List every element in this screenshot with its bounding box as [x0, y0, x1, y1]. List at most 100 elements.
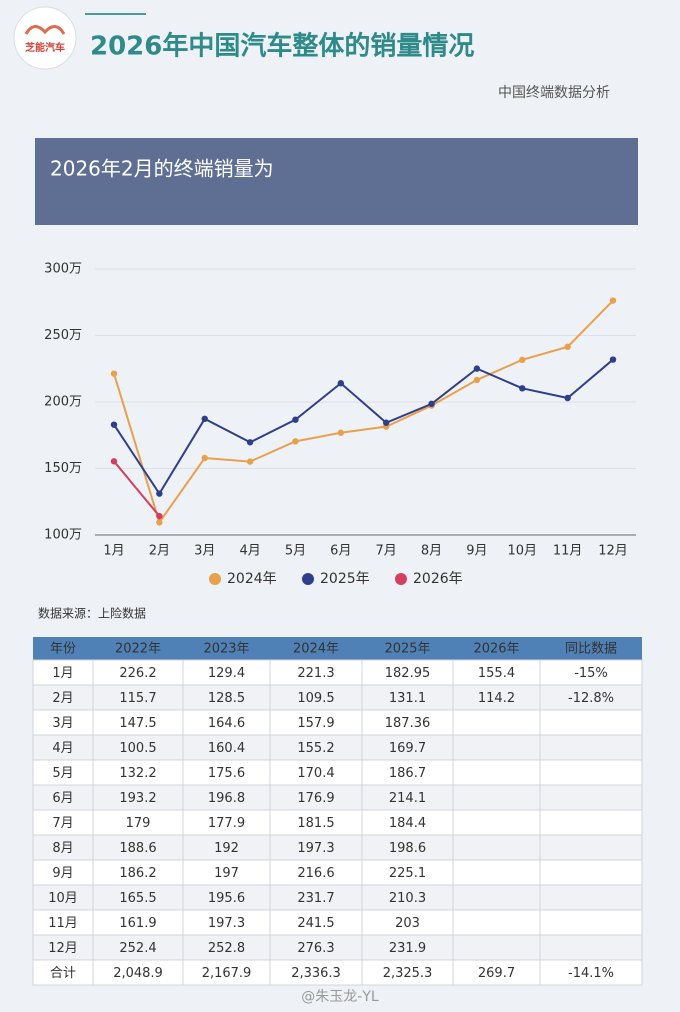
table-cell: 3月: [52, 716, 73, 731]
point: [473, 365, 481, 372]
series-line: [113, 460, 161, 517]
table-cell: 192: [214, 841, 239, 856]
table-cell: 160.4: [208, 741, 245, 756]
point: [428, 400, 435, 408]
table-cell: 186.7: [389, 766, 426, 781]
point: [246, 458, 254, 465]
logo-text: 芝能汽车: [25, 41, 65, 54]
table-cell: 10月: [48, 891, 78, 906]
table-cell: 12月: [48, 941, 78, 956]
table-cell: 132.2: [119, 766, 156, 781]
point: [519, 385, 526, 392]
point: [564, 343, 571, 351]
table-header-cell: 2023年: [203, 642, 249, 657]
table-cell: 147.5: [119, 716, 156, 731]
table-cell: -15%: [574, 666, 608, 681]
table-cell: 184.4: [389, 816, 426, 831]
logo-icon: [24, 25, 66, 35]
point: [110, 421, 118, 428]
table-cell: 155.4: [478, 666, 515, 681]
table-row-bg: [32, 809, 643, 836]
table-cell: 131.1: [389, 691, 426, 706]
table-cell: 2,325.3: [383, 966, 433, 981]
watermark: @朱玉龙-YL: [301, 989, 379, 1005]
table-cell: 1月: [52, 666, 73, 681]
table-cell: 128.5: [208, 691, 245, 706]
table-cell: 165.5: [119, 891, 156, 906]
point: [292, 438, 299, 445]
table-cell: 225.1: [389, 866, 426, 881]
table-cell: 7月: [52, 816, 73, 831]
table-header-cell: 2026年: [473, 642, 519, 657]
point: [110, 458, 118, 465]
table-cell: 197.3: [297, 841, 334, 856]
x-tick-label: 7月: [376, 544, 397, 559]
point: [519, 356, 526, 364]
y-tick-label: 150万: [44, 461, 82, 476]
x-tick-label: 12月: [598, 544, 628, 559]
x-tick-label: 8月: [421, 544, 442, 559]
table-cell: 188.6: [119, 841, 156, 856]
table-cell: 216.6: [297, 866, 334, 881]
table-cell: 2,336.3: [291, 966, 341, 981]
table-cell: 176.9: [297, 791, 334, 806]
point: [337, 380, 345, 387]
table-cell: 161.9: [119, 916, 156, 931]
legend-marker: [302, 573, 314, 585]
table-cell: 195.6: [208, 891, 245, 906]
table-cell: 198.6: [389, 841, 426, 856]
point: [110, 370, 118, 377]
table-cell: 186.2: [119, 866, 156, 881]
table-cell: 196.8: [208, 791, 245, 806]
table-cell: 181.5: [297, 816, 334, 831]
point: [156, 519, 163, 526]
table-cell: 2月: [52, 691, 73, 706]
series-line: [113, 358, 614, 496]
point: [609, 297, 617, 304]
banner-text: 2026年2月的终端销量为: [50, 157, 274, 181]
table-cell: 276.3: [297, 941, 334, 956]
table-cell: 193.2: [119, 791, 156, 806]
table-cell: 269.7: [478, 966, 515, 981]
table-cell: 157.9: [297, 716, 334, 731]
point: [201, 454, 208, 462]
x-tick-label: 9月: [466, 544, 487, 559]
table-cell: 182.95: [385, 666, 431, 681]
table-cell: 177.9: [208, 816, 245, 831]
table-cell: 241.5: [297, 916, 334, 931]
table-cell: 197: [214, 866, 239, 881]
table-cell: 100.5: [119, 741, 156, 756]
x-tick-label: 10月: [507, 544, 537, 559]
table-cell: 129.4: [208, 666, 245, 681]
table-header-cell: 2022年: [115, 642, 161, 657]
y-tick-label: 200万: [44, 395, 82, 410]
table-cell: 155.2: [297, 741, 334, 756]
point: [382, 419, 390, 426]
point: [564, 394, 571, 402]
x-tick-label: 1月: [103, 544, 124, 559]
table-cell: 226.2: [119, 666, 156, 681]
legend-marker: [395, 573, 407, 585]
point: [609, 356, 617, 363]
table-cell: 164.6: [208, 716, 245, 731]
table-cell: 合计: [50, 966, 76, 981]
table-cell: -12.8%: [568, 691, 614, 706]
table-cell: 114.2: [478, 691, 515, 706]
table-cell: 6月: [52, 791, 73, 806]
subtitle: 中国终端数据分析: [498, 85, 610, 101]
x-tick-label: 2月: [149, 544, 170, 559]
point: [292, 416, 299, 423]
banner: [35, 138, 638, 225]
table-cell: 231.9: [389, 941, 426, 956]
x-tick-label: 3月: [194, 544, 215, 559]
table-cell: 221.3: [297, 666, 334, 681]
table-header-cell: 同比数据: [565, 642, 617, 657]
table-cell: 4月: [52, 741, 73, 756]
point: [246, 439, 254, 446]
table-cell: 187.36: [385, 716, 431, 731]
table-cell: 115.7: [119, 691, 156, 706]
logo: [13, 6, 77, 70]
table-cell: 179: [126, 816, 151, 831]
x-tick-label: 5月: [285, 544, 306, 559]
y-tick-label: 300万: [44, 262, 82, 277]
